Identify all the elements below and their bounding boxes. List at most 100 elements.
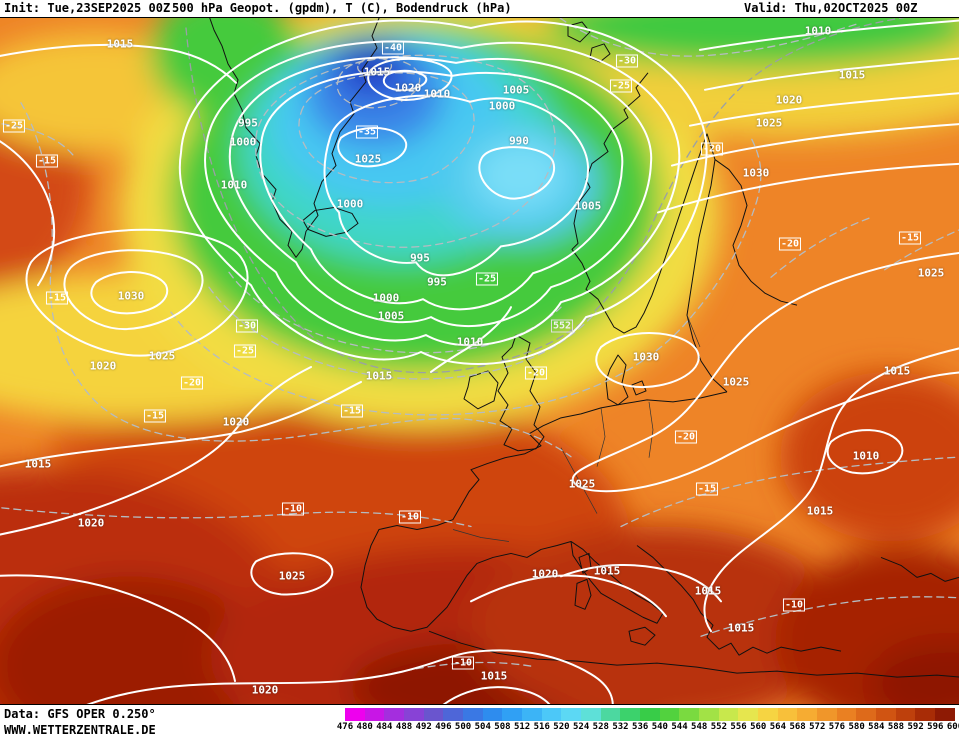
colorbar-tick-label: 580 <box>848 722 865 732</box>
coastline-balkans <box>636 545 842 656</box>
title-bar: Init: Tue,23SEP2025 00Z 500 hPa Geopot. … <box>0 0 959 17</box>
valid-label: Valid: <box>744 1 788 15</box>
isobar-line <box>228 56 653 328</box>
colorbar-tick-label: 504 <box>474 722 491 732</box>
colorbar-tick-label: 588 <box>887 722 905 732</box>
field-blobs <box>0 18 959 704</box>
colorbar-tick-label: 496 <box>435 722 452 732</box>
colorbar-segment <box>856 708 877 721</box>
isobar-line <box>470 574 667 618</box>
chart-title: 500 hPa Geopot. (gpdm), T (C), Bodendruc… <box>172 1 512 15</box>
colorbar-tick-label: 564 <box>769 722 787 732</box>
colorbar-segment <box>640 708 660 721</box>
colorbar <box>345 708 955 721</box>
isobar-line <box>595 332 700 388</box>
colorbar-segment <box>443 708 464 721</box>
colorbar-segment <box>797 708 818 721</box>
colorbar-tick-label: 592 <box>907 722 924 732</box>
coastline-mainland <box>360 391 728 632</box>
isobar-line <box>826 429 904 475</box>
coastline-greenland <box>209 18 380 258</box>
colorbar-segment <box>620 708 641 721</box>
colorbar-tick-label: 568 <box>789 722 806 732</box>
colorbar-segment <box>777 708 798 721</box>
isotherm-line <box>0 506 472 528</box>
valid-value: Thu,02OCT2025 00Z <box>794 1 918 15</box>
colorbar-tick-label: 508 <box>494 722 511 732</box>
colorbar-tick-label: 528 <box>592 722 609 732</box>
isobar-line <box>0 574 236 683</box>
colorbar-tick-label: 524 <box>572 722 590 732</box>
isobar-line <box>657 162 959 214</box>
coastline-iceland <box>302 206 359 237</box>
isotherm-line <box>620 456 959 528</box>
colorbar-segment <box>895 708 916 721</box>
valid-time: Valid: Thu,02OCT2025 00Z <box>744 1 917 16</box>
colorbar-segment <box>522 708 542 721</box>
colorbar-tick-label: 560 <box>750 722 767 732</box>
footer: Data: GFS OPER 0.250° WWW.WETTERZENTRALE… <box>0 705 959 741</box>
colorbar-segment <box>345 708 365 721</box>
colorbar-segment <box>600 708 621 721</box>
colorbar-tick-label: 544 <box>671 722 688 732</box>
isotherm-line <box>880 229 959 273</box>
colorbar-tick-label: 556 <box>730 722 747 732</box>
data-source: Data: GFS OPER 0.250° <box>4 707 156 721</box>
colorbar-tick-label: 512 <box>513 722 531 732</box>
colorbar-segment <box>679 708 700 721</box>
isobar-line <box>0 380 362 468</box>
coastline-ireland <box>463 370 499 410</box>
isotherm-line <box>20 102 572 458</box>
colorbar-tick-label: 516 <box>533 722 550 732</box>
website: WWW.WETTERZENTRALE.DE <box>4 723 156 737</box>
isobar-line <box>0 365 312 536</box>
coastline-denmark <box>605 354 647 406</box>
colorbar-ticks: 476 480 484 488 492 496 500 504 508 512 516 520 524 5… <box>337 722 959 736</box>
colorbar-segment <box>758 708 778 721</box>
colorbar-tick-label: 536 <box>632 722 649 732</box>
isobar-line <box>704 57 959 91</box>
isobar-line <box>367 58 453 101</box>
coastline-britain <box>497 334 545 452</box>
coastline-blacksea <box>880 556 959 582</box>
colorbar-segment <box>463 708 483 721</box>
colorbar-segment <box>738 708 759 721</box>
isobar-line <box>689 92 959 127</box>
colorbar-segment <box>581 708 601 721</box>
colorbar-tick-label: 584 <box>868 722 885 732</box>
colorbar-segment <box>935 708 955 721</box>
isobar-line <box>63 249 204 331</box>
isobar-line <box>382 69 428 92</box>
coastline-africa <box>428 630 959 678</box>
colorbar-tick-label: 520 <box>553 722 570 732</box>
colorbar-tick-label: 572 <box>809 722 826 732</box>
colorbar-segment <box>718 708 739 721</box>
isotherm-line <box>559 18 861 57</box>
colorbar-segment <box>659 708 680 721</box>
colorbar-tick-label: 532 <box>612 722 629 732</box>
isobar-line <box>337 127 408 168</box>
colorbar-tick-label: 492 <box>415 722 432 732</box>
isobar-line <box>0 140 56 287</box>
isotherm-line <box>700 596 959 637</box>
isotherm-line <box>0 123 76 159</box>
colorbar-segment <box>404 708 424 721</box>
coastline-italy <box>570 540 664 646</box>
colorbar-segment <box>482 708 503 721</box>
colorbar-tick-label: 576 <box>828 722 846 732</box>
isotherm-line <box>170 137 762 416</box>
colorbar-segment <box>915 708 936 721</box>
init-label: Init: <box>4 1 41 15</box>
isotherm-line <box>255 54 556 248</box>
colorbar-tick-label: 480 <box>356 722 373 732</box>
isobar-line <box>478 146 556 200</box>
isobar-line <box>90 271 169 315</box>
isobar-line <box>703 347 959 633</box>
colorbar-segment <box>502 708 523 721</box>
weather-map: 1015 995 1000 1010 1015 1020 1010 1025 1000 995 99… <box>0 17 959 705</box>
isobar-line <box>250 552 334 596</box>
coastlines <box>209 18 959 678</box>
colorbar-tick-label: 540 <box>651 722 668 732</box>
colorbar-segment <box>364 708 385 721</box>
